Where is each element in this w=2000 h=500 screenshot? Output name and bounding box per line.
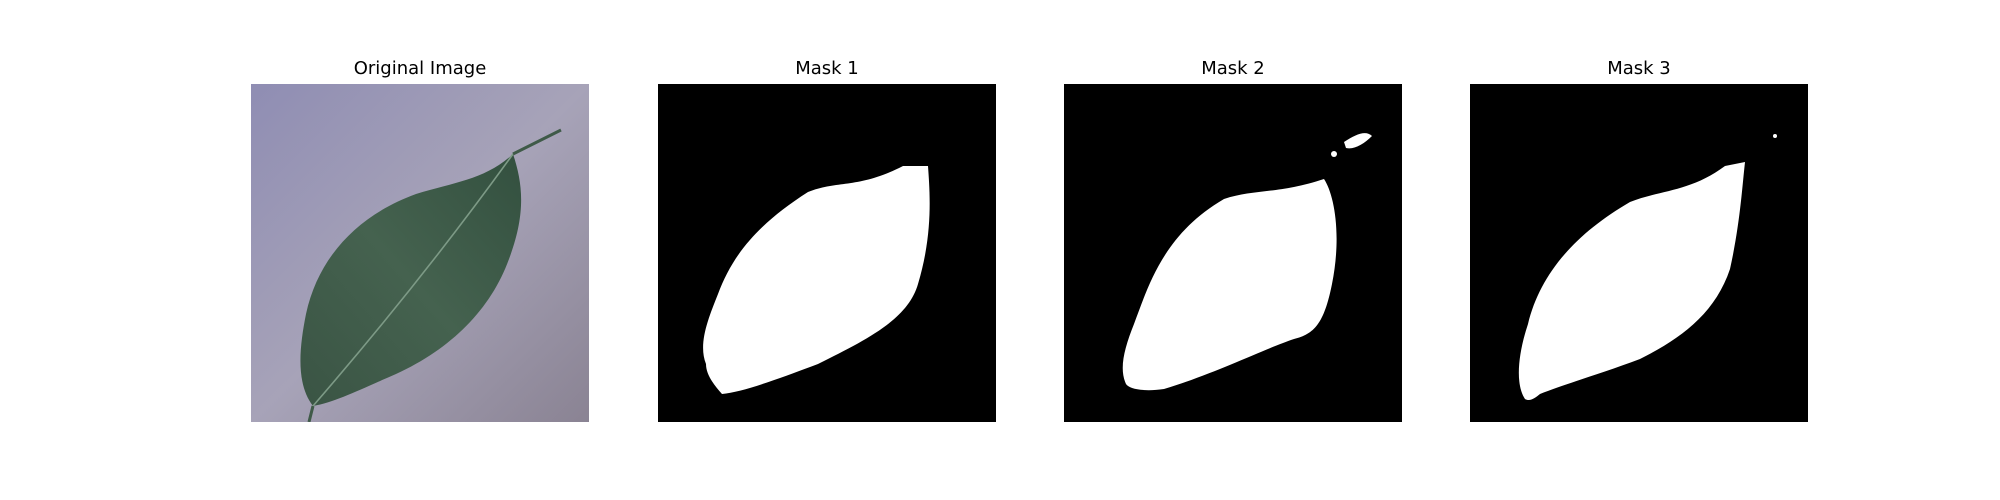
mask-3-shape — [1518, 134, 1777, 401]
panel-title-mask-2: Mask 2 — [1201, 58, 1265, 79]
panel-title-mask-3: Mask 3 — [1607, 58, 1671, 79]
leaf-photo — [251, 84, 589, 422]
mask-2-image — [1064, 84, 1402, 422]
mask-1-image — [658, 84, 996, 422]
mask-2-shape — [1122, 133, 1372, 391]
mask-3-image — [1470, 84, 1808, 422]
panel-title-mask-1: Mask 1 — [795, 58, 859, 79]
mask-1-shape — [703, 166, 930, 394]
panel-title-original-image: Original Image — [353, 58, 487, 79]
original-image — [251, 84, 589, 422]
